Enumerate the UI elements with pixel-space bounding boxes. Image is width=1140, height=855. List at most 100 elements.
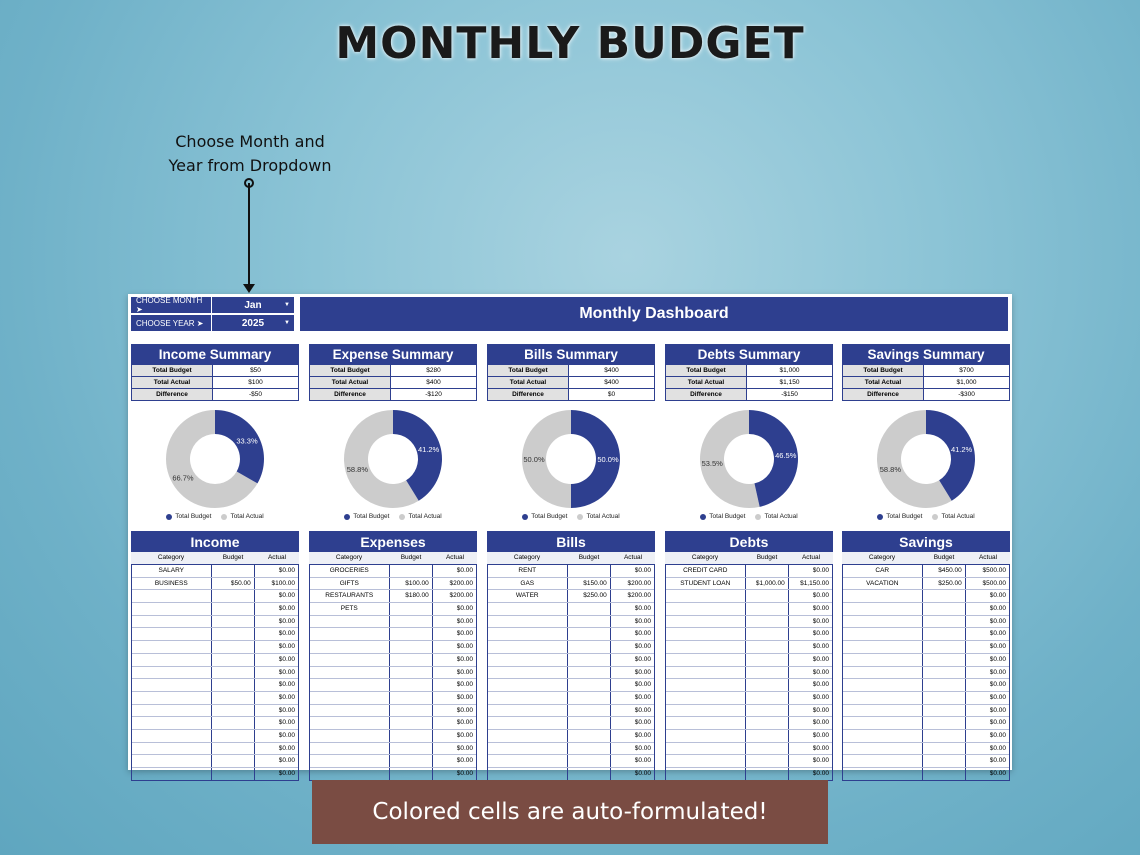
budget-cell[interactable] — [568, 691, 611, 704]
category-cell[interactable] — [310, 641, 390, 653]
actual-cell[interactable]: $0.00 — [278, 630, 295, 638]
actual-cell[interactable]: $200.00 — [449, 579, 474, 587]
category-cell[interactable] — [843, 615, 923, 628]
category-cell[interactable] — [843, 742, 923, 755]
category-cell[interactable] — [488, 755, 568, 767]
budget-cell[interactable] — [746, 729, 789, 742]
budget-cell[interactable] — [923, 590, 966, 603]
category-cell[interactable] — [666, 641, 746, 653]
actual-cell[interactable]: $0.00 — [634, 731, 651, 739]
budget-cell[interactable] — [568, 768, 611, 780]
category-cell[interactable] — [488, 691, 568, 704]
budget-cell[interactable] — [923, 729, 966, 742]
budget-cell[interactable] — [568, 603, 611, 615]
actual-cell[interactable]: $0.00 — [456, 731, 473, 739]
budget-cell[interactable]: $1,000.00 — [746, 577, 789, 590]
budget-cell[interactable] — [923, 653, 966, 666]
actual-cell[interactable]: $200.00 — [627, 579, 652, 587]
actual-cell[interactable]: $0.00 — [989, 744, 1006, 752]
category-cell[interactable] — [310, 768, 390, 780]
budget-cell[interactable] — [390, 565, 433, 577]
actual-cell[interactable]: $0.00 — [812, 668, 829, 676]
category-cell[interactable] — [488, 666, 568, 679]
category-cell[interactable] — [132, 628, 212, 641]
category-cell[interactable] — [843, 691, 923, 704]
budget-cell[interactable] — [212, 628, 255, 641]
actual-cell[interactable]: $0.00 — [456, 744, 473, 752]
budget-cell[interactable] — [746, 704, 789, 717]
budget-cell[interactable] — [568, 755, 611, 767]
category-cell[interactable] — [310, 742, 390, 755]
actual-cell[interactable]: $1,150.00 — [800, 579, 829, 587]
actual-cell[interactable]: $0.00 — [989, 617, 1006, 625]
budget-cell[interactable] — [390, 615, 433, 628]
actual-cell[interactable]: $0.00 — [812, 731, 829, 739]
budget-cell[interactable] — [568, 679, 611, 691]
actual-cell[interactable]: $0.00 — [278, 757, 295, 765]
category-cell[interactable] — [488, 615, 568, 628]
actual-cell[interactable]: $0.00 — [278, 693, 295, 701]
budget-cell[interactable] — [568, 717, 611, 729]
category-cell[interactable] — [310, 615, 390, 628]
category-cell[interactable]: WATER — [488, 590, 568, 603]
category-cell[interactable] — [666, 717, 746, 729]
actual-cell[interactable]: $0.00 — [634, 693, 651, 701]
budget-cell[interactable] — [746, 691, 789, 704]
category-cell[interactable] — [843, 666, 923, 679]
category-cell[interactable] — [666, 691, 746, 704]
category-cell[interactable] — [843, 704, 923, 717]
actual-cell[interactable]: $0.00 — [278, 592, 295, 600]
budget-cell[interactable]: $450.00 — [923, 565, 966, 577]
category-cell[interactable] — [132, 666, 212, 679]
category-cell[interactable]: PETS — [310, 603, 390, 615]
budget-cell[interactable] — [212, 666, 255, 679]
actual-cell[interactable]: $0.00 — [278, 605, 295, 613]
actual-cell[interactable]: $0.00 — [278, 719, 295, 727]
category-cell[interactable] — [666, 628, 746, 641]
category-cell[interactable] — [310, 717, 390, 729]
category-cell[interactable] — [666, 653, 746, 666]
budget-cell[interactable] — [746, 615, 789, 628]
category-cell[interactable] — [666, 704, 746, 717]
actual-cell[interactable]: $0.00 — [812, 706, 829, 714]
actual-cell[interactable]: $0.00 — [456, 770, 473, 777]
budget-cell[interactable] — [568, 742, 611, 755]
actual-cell[interactable]: $0.00 — [989, 630, 1006, 638]
year-dropdown[interactable]: 2025 ▼ — [211, 315, 294, 331]
category-cell[interactable] — [488, 704, 568, 717]
budget-cell[interactable] — [390, 641, 433, 653]
budget-cell[interactable] — [923, 641, 966, 653]
category-cell[interactable] — [488, 679, 568, 691]
actual-cell[interactable]: $0.00 — [989, 706, 1006, 714]
budget-cell[interactable] — [746, 717, 789, 729]
budget-cell[interactable]: $250.00 — [568, 590, 611, 603]
category-cell[interactable] — [843, 641, 923, 653]
budget-cell[interactable] — [390, 717, 433, 729]
actual-cell[interactable]: $0.00 — [278, 643, 295, 651]
category-cell[interactable]: BUSINESS — [132, 577, 212, 590]
category-cell[interactable]: CREDIT CARD — [666, 565, 746, 577]
budget-cell[interactable] — [212, 590, 255, 603]
budget-cell[interactable] — [746, 603, 789, 615]
category-cell[interactable] — [488, 717, 568, 729]
category-cell[interactable] — [310, 666, 390, 679]
budget-cell[interactable] — [923, 679, 966, 691]
budget-cell[interactable] — [923, 717, 966, 729]
actual-cell[interactable]: $200.00 — [627, 592, 652, 600]
actual-cell[interactable]: $100.00 — [271, 579, 296, 587]
actual-cell[interactable]: $0.00 — [456, 693, 473, 701]
actual-cell[interactable]: $0.00 — [634, 655, 651, 663]
category-cell[interactable] — [310, 704, 390, 717]
budget-cell[interactable] — [923, 603, 966, 615]
budget-cell[interactable] — [568, 704, 611, 717]
budget-cell[interactable] — [390, 666, 433, 679]
budget-cell[interactable] — [746, 653, 789, 666]
category-cell[interactable] — [488, 603, 568, 615]
actual-cell[interactable]: $0.00 — [989, 605, 1006, 613]
budget-cell[interactable]: $50.00 — [212, 577, 255, 590]
actual-cell[interactable]: $0.00 — [989, 693, 1006, 701]
category-cell[interactable] — [132, 641, 212, 653]
actual-cell[interactable]: $0.00 — [278, 770, 295, 777]
actual-cell[interactable]: $0.00 — [634, 681, 651, 689]
category-cell[interactable] — [488, 641, 568, 653]
